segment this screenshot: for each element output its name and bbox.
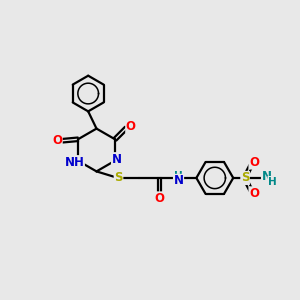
Text: O: O [249,156,259,169]
Text: O: O [126,120,136,133]
Text: N: N [173,174,184,188]
Text: O: O [249,187,259,200]
Text: H: H [268,176,277,187]
Text: O: O [52,134,62,147]
Text: H: H [174,171,183,181]
Text: N: N [262,170,272,183]
Text: S: S [114,171,123,184]
Text: O: O [154,192,164,205]
Text: S: S [241,171,249,184]
Text: N: N [112,153,122,166]
Text: NH: NH [64,156,84,169]
